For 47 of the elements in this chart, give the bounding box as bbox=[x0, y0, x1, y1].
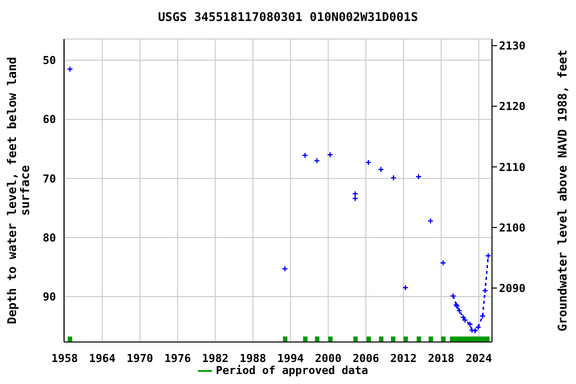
point bbox=[485, 252, 492, 259]
point bbox=[326, 152, 334, 158]
legend-label: Period of approved data bbox=[216, 364, 368, 378]
x-tick-label: 2024 bbox=[466, 352, 492, 365]
x-tick-label: 2018 bbox=[428, 352, 454, 365]
y-tick-label: 50 bbox=[42, 54, 56, 68]
y2-tick-label: 2120 bbox=[499, 100, 526, 114]
x-tick-label: 1970 bbox=[126, 352, 154, 365]
x-tick-label: 1958 bbox=[51, 352, 78, 365]
x-tick-label: 2000 bbox=[314, 352, 342, 365]
x-tick-label: 2006 bbox=[352, 352, 380, 365]
x-tick-label: 1982 bbox=[202, 352, 228, 365]
chart-title: USGS 345518117080301 010N002W31D001S bbox=[156, 10, 420, 24]
point bbox=[378, 166, 384, 173]
x-tick-label: 1988 bbox=[240, 352, 266, 365]
point bbox=[390, 174, 397, 181]
x-tick-label: 2012 bbox=[390, 352, 417, 365]
point bbox=[475, 324, 482, 330]
point bbox=[365, 159, 372, 166]
y2-tick-label: 2110 bbox=[499, 160, 526, 174]
y-tick-label: 80 bbox=[42, 231, 56, 244]
point bbox=[482, 288, 488, 294]
point bbox=[352, 195, 358, 202]
y-tick-label: 70 bbox=[42, 172, 56, 186]
point bbox=[472, 328, 478, 334]
point bbox=[66, 66, 74, 72]
y2-tick-label: 2130 bbox=[499, 40, 526, 53]
x-tick-label: 1964 bbox=[89, 352, 116, 365]
point bbox=[440, 260, 446, 266]
point bbox=[427, 218, 434, 224]
y-tick-label: 90 bbox=[42, 290, 56, 304]
y-axis-title: Depth to water level, feet below land surface bbox=[5, 56, 32, 324]
point bbox=[352, 190, 358, 197]
y2-tick-label: 2100 bbox=[499, 221, 526, 234]
point bbox=[402, 284, 408, 291]
point bbox=[479, 312, 486, 320]
point bbox=[450, 292, 456, 300]
y2-axis-title: Groundwater level above NAVD 1988, feet bbox=[555, 50, 570, 332]
x-tick-label: 1976 bbox=[164, 352, 192, 365]
x-tick-label: 1994 bbox=[277, 352, 304, 365]
y2-tick-label: 2090 bbox=[499, 282, 526, 295]
point bbox=[468, 327, 476, 334]
y-tick-label: 60 bbox=[42, 113, 56, 126]
point bbox=[282, 266, 288, 272]
point bbox=[314, 158, 320, 164]
point bbox=[415, 174, 422, 180]
point bbox=[302, 152, 308, 158]
